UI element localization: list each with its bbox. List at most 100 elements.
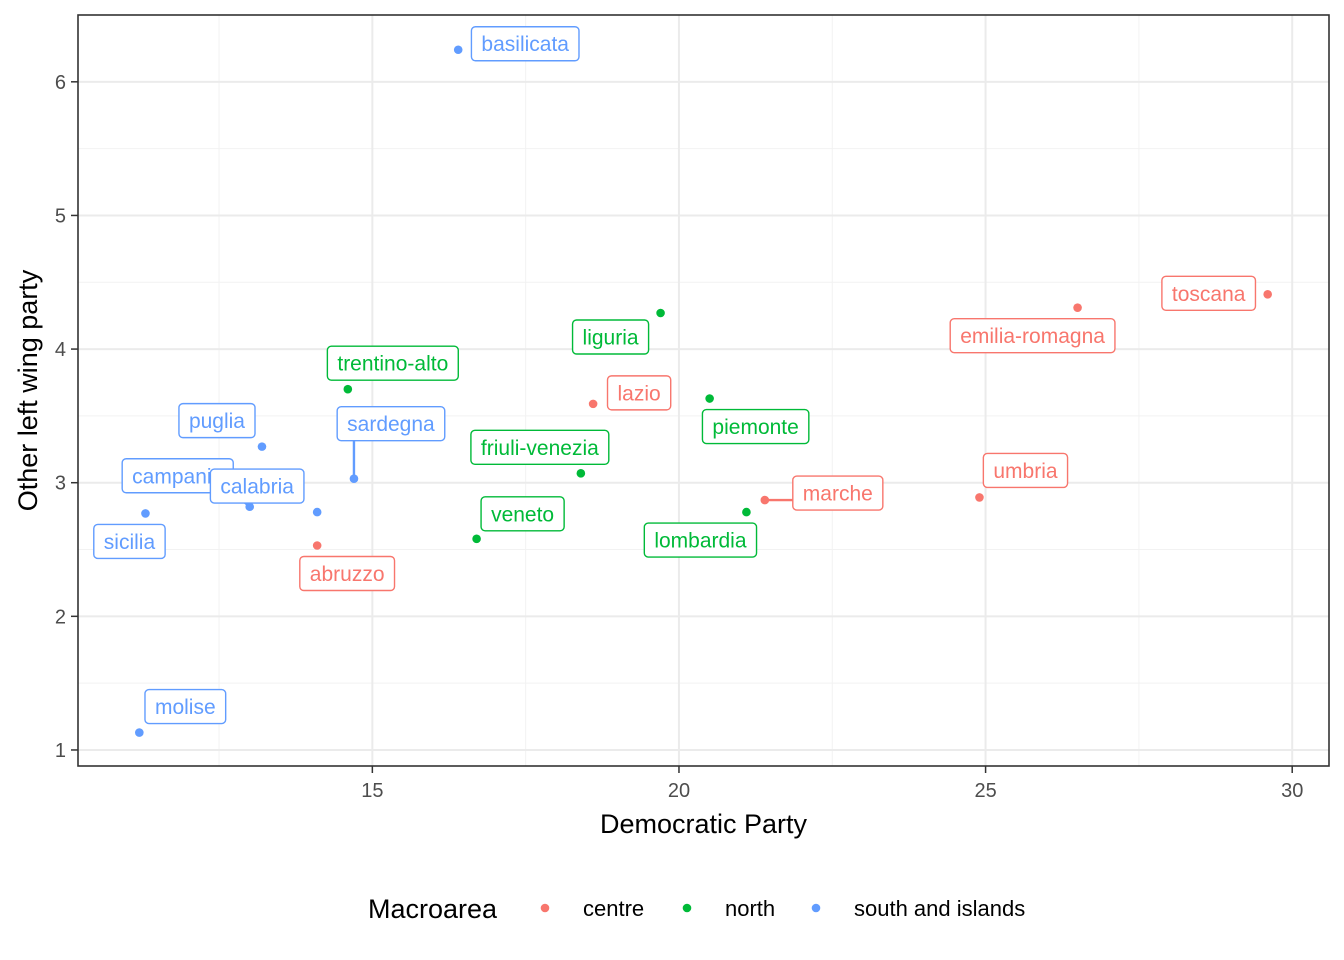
data-point-lombardia xyxy=(742,507,751,517)
data-label-calabria: calabria xyxy=(209,468,305,504)
legend-title: Macroarea xyxy=(368,894,498,924)
data-point-campania xyxy=(245,502,255,512)
data-point-toscana xyxy=(1263,289,1272,299)
data-point-molise xyxy=(135,728,144,737)
label-box xyxy=(336,405,446,442)
label-box xyxy=(326,345,459,381)
label-text: molise xyxy=(155,696,216,719)
label-box xyxy=(643,522,758,558)
data-point-friuli-venezia xyxy=(576,469,586,478)
data-label-toscana: toscana xyxy=(1161,275,1257,311)
data-label-umbria: umbria xyxy=(982,452,1069,489)
data-points xyxy=(135,45,1272,737)
data-point-liguria xyxy=(656,308,665,318)
data-label-puglia: puglia xyxy=(178,402,256,439)
label-box xyxy=(982,452,1069,489)
data-label-piemonte: piemonte xyxy=(701,408,810,445)
data-point-lazio xyxy=(588,399,598,409)
label-box xyxy=(178,402,256,439)
data-label-molise: molise xyxy=(144,688,227,725)
legend-label: south and islands xyxy=(854,896,1025,921)
data-point-emilia-romagna xyxy=(1073,303,1082,312)
data-point-sicilia xyxy=(141,509,150,518)
label-box xyxy=(93,523,166,560)
data-label-marche: marche xyxy=(792,475,884,511)
label-box xyxy=(606,375,672,411)
legend: Macroarea centre north south and islands xyxy=(368,894,1025,924)
major-gridlines xyxy=(78,15,1329,766)
label-text: veneto xyxy=(491,503,554,526)
legend-key-north xyxy=(682,903,692,913)
data-point-calabria xyxy=(312,507,322,517)
label-box xyxy=(1161,275,1257,311)
data-label-emilia-romagna: emilia-romagna xyxy=(949,317,1116,354)
x-tick-label: 15 xyxy=(361,780,383,802)
data-label-veneto: veneto xyxy=(480,496,565,532)
label-text: piemonte xyxy=(712,416,798,439)
label-box xyxy=(701,408,810,445)
legend-label: centre xyxy=(583,896,644,921)
label-text: umbria xyxy=(993,460,1058,483)
label-text: lazio xyxy=(618,382,661,405)
data-point-basilicata xyxy=(453,45,463,55)
label-text: trentino-alto xyxy=(337,353,448,376)
data-point-abruzzo xyxy=(312,541,322,550)
label-box xyxy=(470,26,580,62)
data-point-umbria xyxy=(975,493,984,502)
legend-key-centre xyxy=(540,903,550,913)
label-text: marche xyxy=(803,483,873,506)
y-tick-label: 4 xyxy=(55,339,66,361)
label-text: lombardia xyxy=(654,530,747,553)
label-box xyxy=(470,429,610,466)
y-tick-label: 3 xyxy=(55,473,66,495)
label-text: campania xyxy=(132,465,223,488)
data-label-campania: campania xyxy=(121,458,234,494)
y-axis-title: Other left wing party xyxy=(13,269,43,511)
label-box xyxy=(209,468,305,504)
data-label-trentino-alto: trentino-alto xyxy=(326,345,459,381)
plot-panel xyxy=(78,15,1329,766)
data-label-sicilia: sicilia xyxy=(93,523,166,560)
data-label-sardegna: sardegna xyxy=(336,405,446,442)
x-axis: 15 20 25 30 xyxy=(361,766,1303,802)
data-point-piemonte xyxy=(705,394,714,403)
data-point-marche xyxy=(760,495,770,505)
label-text: basilicata xyxy=(481,33,569,56)
label-text: puglia xyxy=(189,410,245,433)
data-point-veneto xyxy=(472,534,481,544)
label-box xyxy=(299,555,396,592)
label-box xyxy=(949,317,1116,354)
plot-border xyxy=(77,14,1330,767)
data-label-liguria: liguria xyxy=(571,319,650,355)
label-text: liguria xyxy=(583,326,639,349)
label-text: sardegna xyxy=(347,413,435,436)
data-point-trentino-alto xyxy=(343,384,353,394)
legend-label: north xyxy=(725,896,775,921)
label-box xyxy=(480,496,565,532)
label-box xyxy=(571,319,650,355)
label-text: toscana xyxy=(1172,283,1246,306)
data-label-lazio: lazio xyxy=(606,375,672,411)
legend-key-south-and-islands xyxy=(811,903,821,913)
data-labels: basilicata toscana emilia-romagna liguria tr… xyxy=(93,26,1257,725)
y-tick-label: 6 xyxy=(55,72,66,94)
data-point-puglia xyxy=(257,442,267,451)
label-text: emilia-romagna xyxy=(960,325,1105,348)
x-tick-label: 30 xyxy=(1281,780,1303,802)
data-label-lombardia: lombardia xyxy=(643,522,758,558)
x-tick-label: 25 xyxy=(974,780,996,802)
label-text: friuli-venezia xyxy=(481,437,599,460)
data-label-abruzzo: abruzzo xyxy=(299,555,396,592)
x-tick-label: 20 xyxy=(668,780,690,802)
x-axis-title: Democratic Party xyxy=(600,809,808,839)
data-point-sardegna xyxy=(349,474,359,483)
data-label-basilicata: basilicata xyxy=(470,26,580,62)
label-text: sicilia xyxy=(104,531,156,554)
y-tick-label: 1 xyxy=(55,740,66,762)
label-text: calabria xyxy=(220,476,294,499)
label-box xyxy=(144,688,227,725)
y-tick-label: 2 xyxy=(55,606,66,628)
y-axis: 1 2 3 4 5 6 xyxy=(55,72,78,762)
data-label-friuli-venezia: friuli-venezia xyxy=(470,429,610,466)
